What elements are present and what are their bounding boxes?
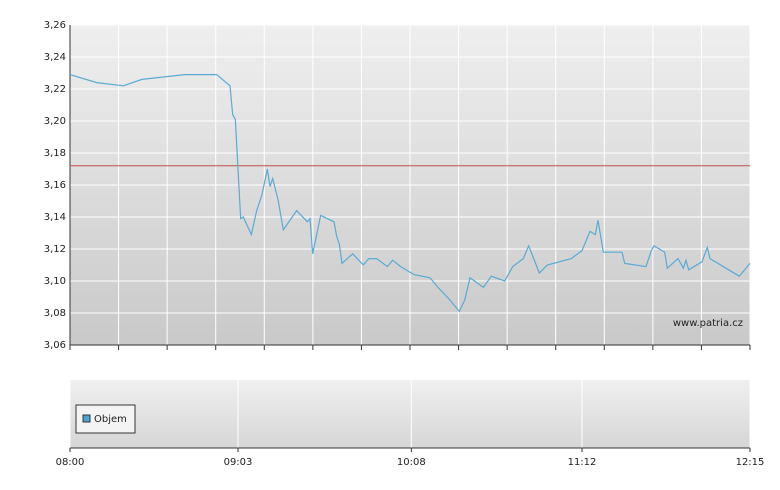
legend-label: Objem xyxy=(94,414,127,425)
watermark: www.patria.cz xyxy=(673,318,743,329)
y-tick-label: 3,24 xyxy=(44,52,66,63)
x-tick-label: 10:08 xyxy=(397,457,426,468)
x-tick-label: 12:15 xyxy=(736,457,765,468)
x-tick-label: 08:00 xyxy=(56,457,85,468)
y-tick-label: 3,12 xyxy=(44,244,66,255)
y-tick-label: 3,20 xyxy=(44,116,66,127)
y-tick-label: 3,14 xyxy=(44,212,66,223)
y-tick-label: 3,26 xyxy=(44,20,66,31)
legend-swatch xyxy=(82,414,91,423)
y-tick-label: 3,16 xyxy=(44,180,66,191)
y-tick-label: 3,22 xyxy=(44,84,66,95)
y-tick-label: 3,18 xyxy=(44,148,66,159)
y-tick-label: 3,08 xyxy=(44,308,66,319)
volume-area xyxy=(70,380,750,448)
y-tick-label: 3,10 xyxy=(44,276,66,287)
y-tick-label: 3,06 xyxy=(44,340,66,351)
x-tick-label: 09:03 xyxy=(224,457,253,468)
x-tick-label: 11:12 xyxy=(568,457,597,468)
price-line xyxy=(69,74,751,313)
